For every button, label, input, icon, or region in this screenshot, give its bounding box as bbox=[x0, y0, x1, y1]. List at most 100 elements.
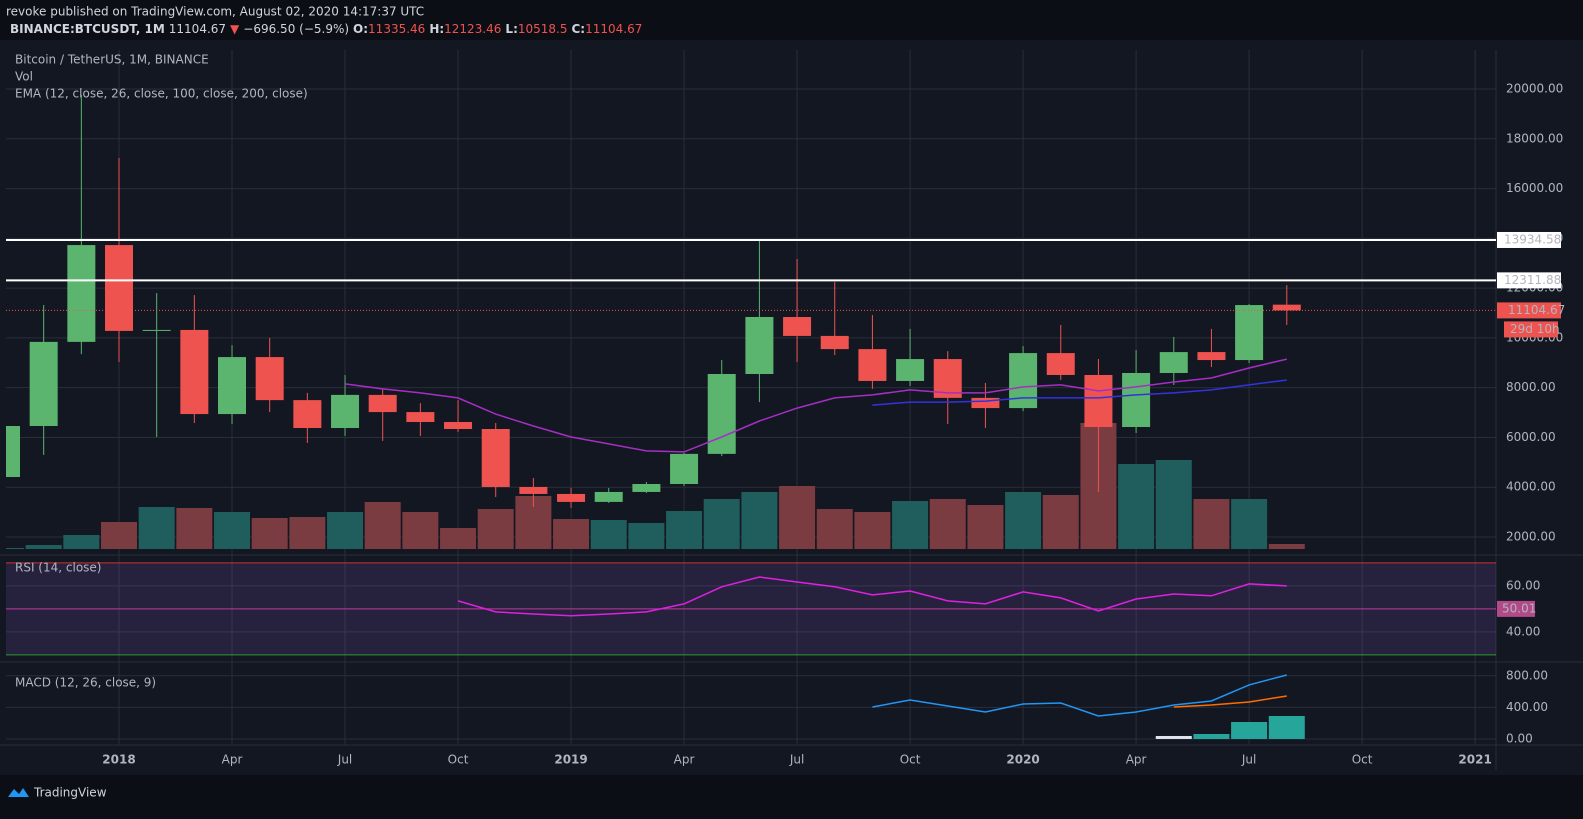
signal-line bbox=[1173, 695, 1287, 708]
candle-body bbox=[1272, 304, 1301, 311]
volume-bar bbox=[63, 535, 100, 549]
level-label: 12311.88 bbox=[1504, 273, 1561, 287]
macd-title: MACD (12, 26, close, 9) bbox=[15, 676, 156, 690]
volume-bar bbox=[816, 509, 853, 549]
last-price: 11104.67 bbox=[169, 22, 226, 36]
rsi-line bbox=[457, 576, 1287, 617]
countdown-bg bbox=[1504, 321, 1558, 338]
candle-body bbox=[1235, 305, 1264, 361]
macd-tick-label: 800.00 bbox=[1506, 668, 1548, 682]
ohlc-value: 11104.67 bbox=[585, 22, 642, 36]
y-tick-label: 16000.00 bbox=[1506, 181, 1563, 195]
volume-bar bbox=[138, 507, 175, 549]
x-tick-label: Oct bbox=[1352, 753, 1373, 767]
candle-body bbox=[444, 422, 473, 429]
x-tick-label: Jul bbox=[337, 753, 352, 767]
volume-bar bbox=[1155, 460, 1192, 549]
candle-body bbox=[594, 491, 623, 502]
candle-body bbox=[331, 394, 360, 428]
candle-body bbox=[745, 316, 774, 374]
candle-body bbox=[1159, 352, 1188, 373]
level-label-bg bbox=[1497, 272, 1561, 289]
candle-body bbox=[1084, 374, 1113, 428]
change: −696.50 (−5.9%) bbox=[243, 22, 349, 36]
volume-bar bbox=[929, 499, 966, 549]
candle-body bbox=[142, 329, 171, 331]
symbol: BINANCE:BTCUSDT, 1M bbox=[10, 22, 165, 36]
symbol-line: BINANCE:BTCUSDT, 1M 11104.67 ▼ −696.50 (−5.… bbox=[10, 22, 642, 36]
volume-bar bbox=[289, 517, 326, 549]
x-tick-label: Apr bbox=[1126, 753, 1147, 767]
candle-body bbox=[557, 493, 586, 502]
candle-body bbox=[368, 394, 397, 413]
candle-body bbox=[293, 400, 322, 428]
candle-body bbox=[481, 428, 510, 487]
volume-bar bbox=[1268, 544, 1305, 549]
ema-line bbox=[872, 379, 1287, 406]
macd-tick-label: 400.00 bbox=[1506, 700, 1548, 714]
volume-bar bbox=[553, 519, 590, 549]
volume-bar bbox=[741, 492, 778, 549]
candle-body bbox=[783, 316, 812, 336]
macd-histogram-bar bbox=[1155, 735, 1192, 739]
candle-body bbox=[896, 359, 925, 381]
candle-body bbox=[67, 245, 96, 342]
rsi-marker-bg bbox=[1497, 600, 1535, 617]
volume-bar bbox=[176, 508, 213, 549]
y-tick-label: 18000.00 bbox=[1506, 131, 1563, 145]
published-line: revoke published on TradingView.com, Aug… bbox=[6, 5, 424, 19]
volume-bar bbox=[440, 528, 477, 549]
ohlc-value: 12123.46 bbox=[444, 22, 501, 36]
candle-body bbox=[29, 341, 58, 427]
candle-body bbox=[1122, 372, 1151, 428]
volume-bar bbox=[590, 520, 627, 549]
candle-body bbox=[632, 483, 661, 492]
candle-body bbox=[218, 357, 247, 415]
countdown: 29d 10h bbox=[1510, 322, 1560, 336]
volume-bar bbox=[6, 548, 24, 549]
legend-entry: Bitcoin / TetherUS, 1M, BINANCE bbox=[15, 53, 209, 67]
header-bar bbox=[0, 0, 1583, 40]
volume-bar bbox=[779, 486, 816, 549]
level-label-bg bbox=[1497, 231, 1561, 248]
rsi-title: RSI (14, close) bbox=[15, 561, 101, 575]
x-tick-label: 2021 bbox=[1458, 753, 1491, 767]
y-tick-label: 2000.00 bbox=[1506, 530, 1556, 544]
volume-bar bbox=[703, 499, 740, 549]
x-tick-label: Apr bbox=[222, 753, 243, 767]
ohlc-label: H: bbox=[429, 22, 444, 36]
candle-body bbox=[6, 426, 20, 478]
volume-bar bbox=[364, 502, 401, 549]
footer-bar bbox=[0, 775, 1583, 819]
volume-bar bbox=[1118, 464, 1155, 549]
candle-body bbox=[707, 373, 736, 454]
macd-line bbox=[872, 674, 1287, 717]
ohlc-label: C: bbox=[572, 22, 586, 36]
last-price-bg bbox=[1497, 302, 1561, 319]
volume-bar bbox=[1042, 495, 1079, 549]
volume-bar bbox=[854, 512, 891, 549]
rsi-marker: 50.01 bbox=[1502, 601, 1536, 615]
x-tick-label: Jul bbox=[789, 753, 804, 767]
candle-body bbox=[255, 357, 284, 401]
y-tick-label: 6000.00 bbox=[1506, 430, 1556, 444]
tradingview-logo bbox=[8, 788, 29, 797]
level-label: 13934.58 bbox=[1504, 232, 1561, 246]
macd-histogram-bar bbox=[1231, 722, 1268, 739]
volume-bar bbox=[666, 511, 703, 549]
candle-body bbox=[820, 335, 849, 350]
candle-body bbox=[406, 412, 435, 423]
macd-histogram-bar bbox=[1268, 715, 1305, 739]
candle-body bbox=[105, 245, 134, 331]
footer-brand: TradingView bbox=[33, 786, 107, 800]
candle-body bbox=[1197, 352, 1226, 361]
volume-bar bbox=[1193, 499, 1230, 549]
candle-body bbox=[670, 453, 699, 484]
x-tick-label: Oct bbox=[900, 753, 921, 767]
volume-bar bbox=[1005, 492, 1042, 549]
ohlc-label: O: bbox=[353, 22, 368, 36]
rsi-tick-label: 60.00 bbox=[1506, 578, 1540, 592]
x-tick-label: 2019 bbox=[554, 753, 587, 767]
candle-body bbox=[971, 397, 1000, 409]
